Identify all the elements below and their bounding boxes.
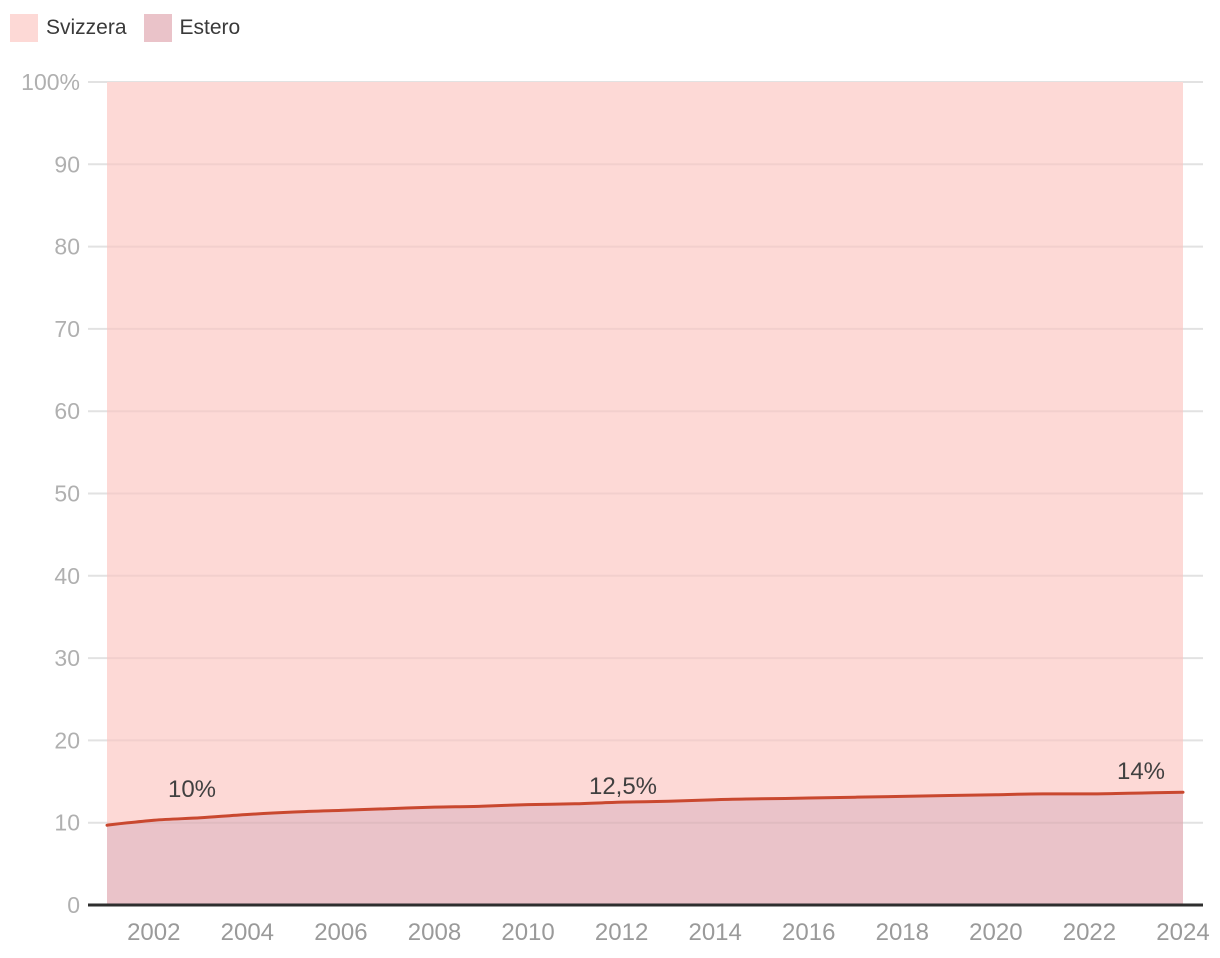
estero-area[interactable] (107, 792, 1183, 905)
y-tick-label: 90 (54, 151, 80, 177)
y-tick-label: 40 (54, 563, 80, 589)
y-tick-label: 60 (54, 398, 80, 424)
y-tick-label: 10 (54, 810, 80, 836)
grid-overlay (107, 163, 1183, 824)
y-tick-label: 30 (54, 645, 80, 671)
x-tick-label: 2012 (595, 919, 648, 946)
x-tick-label: 2018 (876, 919, 929, 946)
x-tick-label: 2016 (782, 919, 835, 946)
legend-item-svizzera[interactable]: Svizzera (10, 14, 127, 42)
x-tick-label: 2010 (501, 919, 554, 946)
x-tick-label: 2020 (969, 919, 1022, 946)
legend-label-svizzera: Svizzera (46, 16, 127, 39)
annotations: 10% 12,5% 14% (168, 758, 1165, 803)
x-tick-label: 2002 (127, 919, 180, 946)
legend: Svizzera Estero (10, 14, 240, 42)
annotation-label: 14% (1117, 758, 1165, 785)
legend-swatch-estero-icon (143, 14, 172, 42)
estero-boundary-line (105, 790, 1185, 827)
annotation-label: 10% (168, 776, 216, 803)
x-tick-label: 2022 (1063, 919, 1116, 946)
y-tick-label: 50 (54, 481, 80, 507)
x-tick-label: 2006 (314, 919, 367, 946)
legend-swatch-svizzera-icon (10, 14, 38, 42)
x-tick-label: 2004 (221, 919, 274, 946)
x-tick-label: 2014 (688, 919, 741, 946)
x-tick-label: 2024 (1156, 919, 1209, 946)
y-tick-label: 20 (54, 727, 80, 753)
y-tick-label: 80 (54, 234, 80, 260)
x-tick-label: 2008 (408, 919, 461, 946)
y-tick-label: 70 (54, 316, 80, 342)
y-axis-labels: 0 10 20 30 40 50 60 70 80 90 100% (21, 69, 80, 918)
annotation-label: 12,5% (589, 773, 657, 800)
x-axis-labels: 2002 2004 2006 2008 2010 2012 2014 2016 2018 2020… (127, 919, 1210, 946)
legend-item-estero[interactable]: Estero (143, 14, 241, 42)
y-tick-label: 0 (67, 892, 80, 918)
y-tick-label: 100% (21, 69, 80, 95)
svizzera-area[interactable] (107, 82, 1183, 905)
legend-label-estero: Estero (179, 16, 241, 39)
